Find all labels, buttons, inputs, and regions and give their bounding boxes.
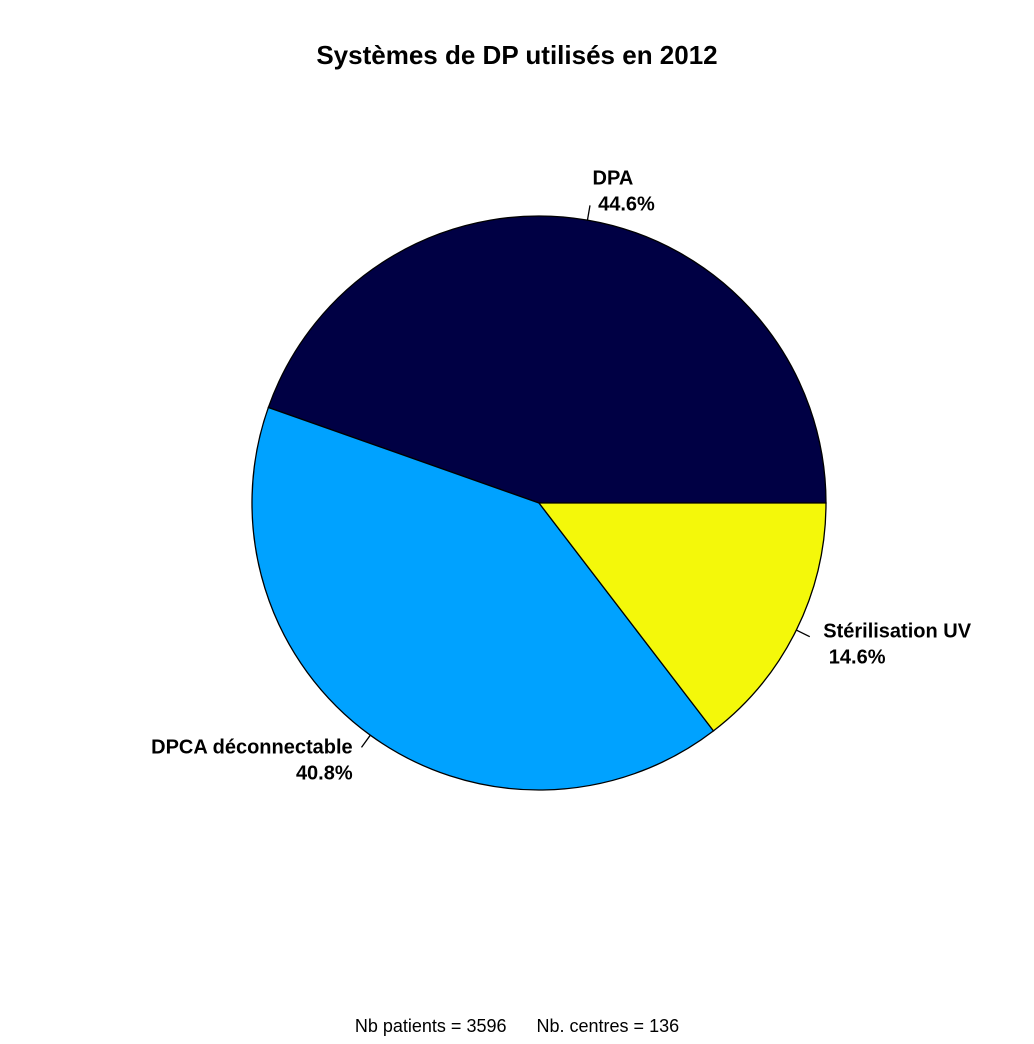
pie-label-percent-1: 40.8% xyxy=(296,762,353,784)
pie-leader-1 xyxy=(360,734,371,748)
pie-leader-2 xyxy=(796,629,811,638)
pie-slice-0 xyxy=(267,215,827,504)
pie-label-percent-2: 14.6% xyxy=(823,646,885,668)
pie-label-0: DPA 44.6% xyxy=(593,168,655,216)
chart-title: Systèmes de DP utilisés en 2012 xyxy=(316,40,718,70)
patients-label: Nb patients = xyxy=(354,1016,467,1036)
pie-slices xyxy=(251,215,827,791)
chart-footer: Nb patients = 3596 Nb. centres = 136 xyxy=(0,1016,1034,1037)
pie-label-name-1: DPCA déconnectable xyxy=(151,736,353,758)
pie-label-name-0: DPA xyxy=(593,168,634,190)
pie-leader-0 xyxy=(586,205,591,221)
pie-label-2: Stérilisation UV 14.6% xyxy=(823,620,971,668)
centres-value: 136 xyxy=(649,1016,680,1036)
pie-label-name-2: Stérilisation UV xyxy=(823,620,971,642)
pie-label-percent-0: 44.6% xyxy=(593,194,655,216)
pie-label-1: DPCA déconnectable 40.8% xyxy=(151,736,353,784)
pie-slice-2 xyxy=(537,502,827,732)
centres-label: Nb. centres = xyxy=(536,1016,650,1036)
pie-slice-1 xyxy=(251,406,715,791)
pie-labels: DPA 44.6% DPCA déconnectable 40.8% Stérilis… xyxy=(151,168,972,785)
patients-value: 3596 xyxy=(466,1016,507,1036)
